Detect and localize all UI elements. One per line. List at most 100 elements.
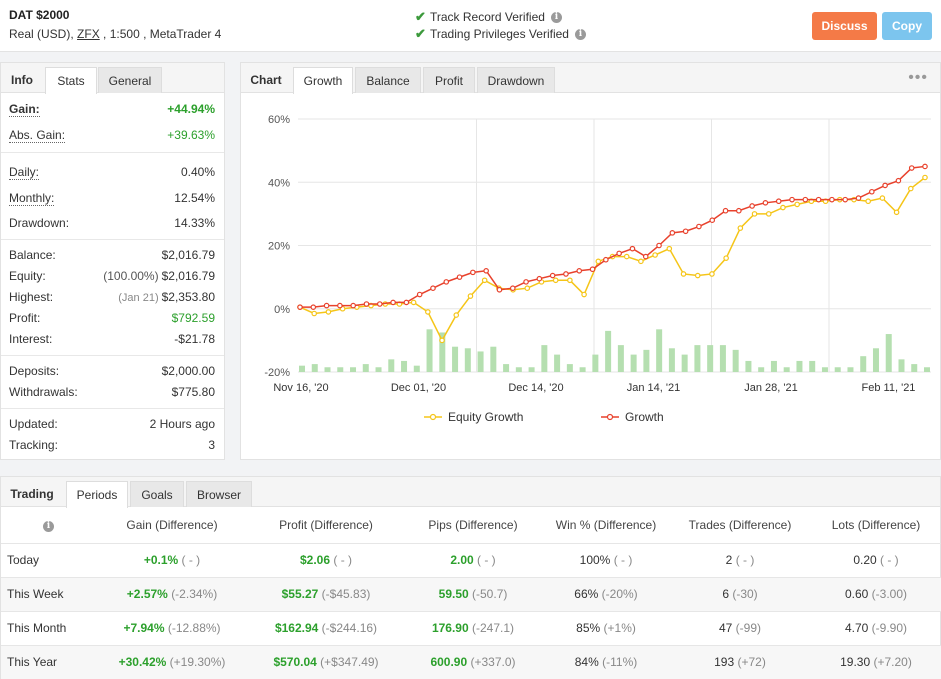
pips-difference-value: ( - ): [477, 553, 496, 567]
profit-value: $2.06: [299, 553, 331, 567]
balance-row: Balance: $2,016.79: [9, 247, 215, 263]
table-row: This Year +30.42% (+19.30%) $570.04 (+$347…: [1, 644, 941, 679]
growth-point: [350, 302, 356, 309]
monthly-value: 12.54%: [174, 191, 215, 205]
growth-point: [802, 196, 809, 203]
tab-drawdown[interactable]: Drawdown: [477, 67, 555, 93]
x-tick-label: Feb 11, '21: [862, 382, 916, 394]
table-cell: 85% (+1%): [542, 610, 670, 645]
label-value: This Month: [7, 621, 67, 635]
broker-link[interactable]: ZFX: [77, 27, 100, 41]
lots-value: 0.60: [844, 587, 869, 601]
equity-growth-point: [467, 293, 474, 299]
equity-growth-point: [581, 291, 587, 298]
growth-point: [642, 253, 649, 260]
stats-panel: Info Stats General Gain: +44.94% Abs. Ga…: [0, 62, 225, 460]
profit-difference-value: (+$347.49): [320, 655, 379, 670]
growth-point: [376, 301, 383, 307]
equity-growth-point: [439, 337, 445, 344]
profit-bar: [350, 367, 357, 372]
profit-bar: [503, 364, 510, 372]
profit-bar: [426, 329, 433, 372]
copy-button[interactable]: Copy: [882, 12, 932, 40]
tab-balance[interactable]: Balance: [355, 67, 421, 93]
info-icon[interactable]: i: [43, 521, 54, 533]
tab-periods[interactable]: Periods: [66, 481, 128, 508]
growth-point: [563, 271, 569, 277]
growth-point: [736, 207, 742, 214]
table-row: This Month +7.94% (-12.88%) $162.94 (-$244…: [1, 610, 941, 645]
win-value: 85%: [576, 621, 601, 635]
profit-value: $162.94: [274, 621, 319, 635]
account-details: , 1:500 , MetaTrader 4: [103, 27, 222, 41]
profit-bar: [413, 365, 420, 372]
tab-stats[interactable]: Stats: [45, 67, 97, 94]
win-difference-value: (-11%): [602, 655, 638, 670]
table-cell: 0.60 (-3.00): [810, 576, 941, 611]
balance-label: Balance:: [9, 248, 56, 262]
growth-point: [616, 250, 622, 257]
growth-point: [895, 177, 902, 184]
tab-chart[interactable]: Chart: [250, 73, 282, 87]
info-icon[interactable]: i: [574, 28, 586, 40]
growth-point: [882, 182, 888, 189]
more-options-icon[interactable]: •••: [908, 69, 928, 86]
growth-point: [483, 268, 489, 274]
growth-point: [656, 242, 662, 249]
tab-info[interactable]: Info: [11, 73, 33, 87]
profit-bar: [401, 360, 408, 372]
info-icon[interactable]: i: [550, 11, 562, 23]
daily-row: Daily: 0.40%: [9, 164, 215, 180]
growth-point: [456, 274, 463, 280]
tab-goals[interactable]: Goals: [130, 481, 184, 507]
y-tick-label: 60%: [268, 114, 290, 126]
profit-value: $792.59: [171, 311, 215, 325]
discuss-button[interactable]: Discuss: [812, 12, 877, 40]
growth-point: [430, 285, 436, 291]
y-tick-label: 40%: [268, 177, 290, 189]
lots-difference-value: ( - ): [880, 553, 899, 567]
profit-row: Profit: $792.59: [9, 310, 215, 326]
equity-growth-point: [666, 245, 673, 252]
abs-gain-label: Abs. Gain:: [9, 127, 66, 143]
profit-bar: [452, 346, 459, 372]
tab-growth[interactable]: Growth: [293, 67, 353, 94]
divider: [1, 239, 224, 240]
profit-difference-value: (-$45.83): [321, 587, 371, 601]
pips-difference-value: (+337.0): [470, 655, 516, 670]
profit-bar: [707, 345, 714, 372]
tab-general[interactable]: General: [98, 67, 162, 93]
profit-bar: [847, 367, 854, 372]
track-record-label: Track Record Verified: [430, 10, 545, 24]
gain-row: Gain: +44.94%: [9, 101, 215, 117]
pips-header: Pips (Difference): [428, 517, 518, 532]
equity-growth-point: [879, 195, 886, 201]
profit-bar: [337, 367, 344, 372]
trades-value: 2: [725, 553, 733, 567]
equity-growth-point: [453, 312, 460, 318]
equity-growth-point: [623, 253, 630, 260]
profit-bar: [566, 364, 573, 372]
win-difference-value: (-20%): [601, 587, 638, 601]
periods-table: i Gain (Difference) Profit (Difference) …: [1, 507, 941, 679]
tab-browser[interactable]: Browser: [186, 481, 252, 507]
gain-difference-value: (-2.34%): [171, 587, 218, 601]
profit-bar: [898, 359, 905, 372]
divider: [1, 355, 224, 356]
profit-bar: [860, 356, 867, 372]
growth-point: [815, 196, 822, 203]
equity-growth-point: [311, 310, 318, 317]
lots-difference-value: (+7.20): [873, 655, 912, 670]
equity-growth-point: [922, 174, 928, 181]
tab-trading[interactable]: Trading: [10, 487, 54, 501]
equity-row: Equity: (100.00%) $2,016.79: [9, 268, 215, 284]
legend-label: Growth: [625, 410, 664, 424]
growth-point: [297, 304, 303, 310]
abs-gain-value: +39.63%: [167, 128, 215, 142]
table-cell: 0.20 ( - ): [810, 542, 941, 577]
table-row: Today +0.1% ( - ) $2.06 ( - ) 2.00 ( - ) 100…: [1, 542, 941, 577]
profit-bar: [554, 354, 561, 372]
profit-bar: [592, 354, 599, 372]
tab-profit[interactable]: Profit: [423, 67, 475, 93]
balance-value: $2,016.79: [161, 248, 215, 262]
